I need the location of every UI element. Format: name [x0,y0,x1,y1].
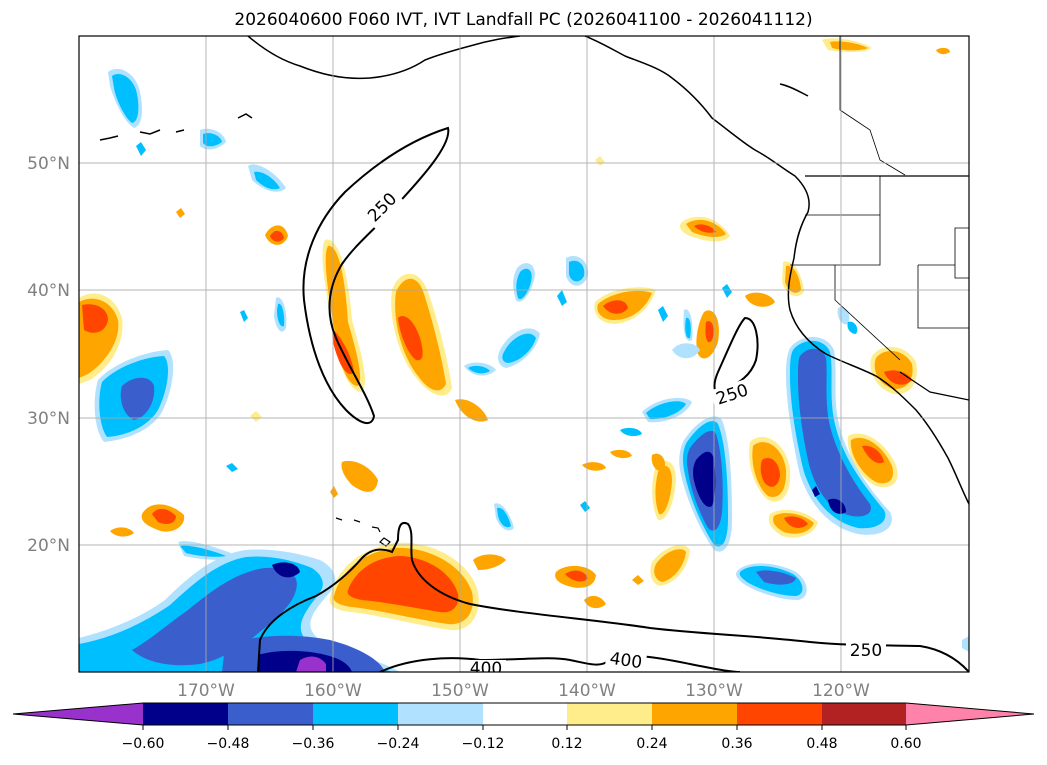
lon-label-120w: 120°W [812,681,870,701]
latitude-labels: 50°N 40°N 30°N 20°N [27,154,70,556]
colorbar-tick-label: 0.60 [890,736,921,752]
coastlines [99,36,969,505]
lat-label-30n: 30°N [27,409,70,429]
colorbar-segment [228,703,313,725]
colorbar-segment [822,703,906,725]
graticule [79,36,969,672]
lat-label-50n: 50°N [27,154,70,174]
colorbar-tick-label: 0.24 [636,736,667,752]
colorbar-tick-label: −0.36 [292,736,335,752]
lat-label-40n: 40°N [27,281,70,301]
colorbar-segment [737,703,822,725]
map-title: 2026040600 F060 IVT, IVT Landfall PC (20… [234,10,813,30]
colorbar-segment [398,703,483,725]
lon-label-160w: 160°W [304,681,362,701]
colorbar-tick-label: −0.12 [462,736,505,752]
colorbar-tick-label: −0.60 [122,736,165,752]
colorbar-segment [483,703,567,725]
contour-label-250-c: 250 [850,641,882,661]
colorbar-segment [652,703,737,725]
contour-label-400-b: 400 [608,649,643,673]
state-boundaries [790,36,969,361]
hawaiian-islands [335,517,391,547]
contour-label-400-a: 400 [470,659,502,679]
colorbar-segment [567,703,652,725]
colorbar-tick-label: −0.24 [377,736,420,752]
lat-label-20n: 20°N [27,536,70,556]
lon-label-170w: 170°W [177,681,235,701]
colorbar-tick-label: 0.36 [721,736,752,752]
lon-label-130w: 130°W [685,681,743,701]
colorbar-tick-label: 0.12 [551,736,582,752]
colorbar-tick-label: 0.48 [806,736,837,752]
negative-ivt-pc-features [79,68,969,672]
colorbar-segment [143,703,228,725]
colorbar-extend-max [906,703,1034,725]
colorbar-extend-min [13,703,143,725]
lon-label-140w: 140°W [558,681,616,701]
lon-label-150w: 150°W [431,681,489,701]
map-area: 250 250 250 400 400 [79,36,969,679]
colorbar-tick-label: −0.48 [207,736,250,752]
map-frame [78,35,970,673]
colorbar-segment [313,703,398,725]
colorbar: −0.60 −0.48 −0.36 −0.24 −0.12 0.12 0.24 … [12,702,1035,752]
longitude-labels: 170°W 160°W 150°W 140°W 130°W 120°W [177,681,870,701]
